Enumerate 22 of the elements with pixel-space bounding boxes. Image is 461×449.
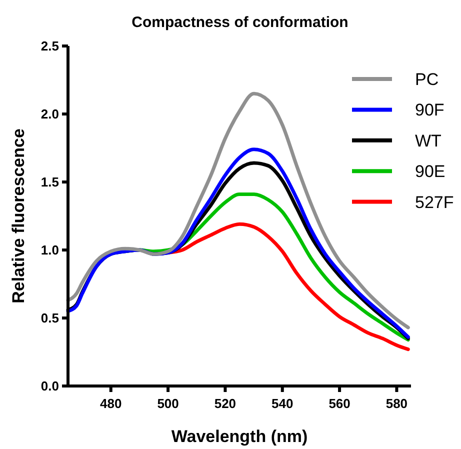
x-tick-label: 580 <box>386 396 408 411</box>
line-series <box>166 222 410 352</box>
legend-label: 527F <box>415 192 454 212</box>
legend-label: 90F <box>415 100 444 120</box>
x-tick-label: 540 <box>272 396 294 411</box>
legend-label: 90E <box>415 162 446 182</box>
y-axis-title: Relative fluorescence <box>9 128 28 304</box>
chart-title: Compactness of conformation <box>132 14 348 31</box>
x-tick-label: 500 <box>157 396 179 411</box>
y-tick-label: 0.0 <box>40 378 59 394</box>
y-tick-label: 1.5 <box>40 174 59 190</box>
y-tick-label: 0.5 <box>40 310 59 326</box>
y-tick-label: 2.5 <box>40 38 59 54</box>
line-series <box>66 92 410 330</box>
y-tick-label: 1.0 <box>40 242 59 258</box>
x-tick-label: 480 <box>100 396 122 411</box>
x-tick-label: 560 <box>328 396 350 411</box>
x-axis-title: Wavelength (nm) <box>171 427 308 446</box>
legend-label: PC <box>415 70 439 89</box>
legend-label: WT <box>415 131 442 150</box>
x-tick-label: 520 <box>214 396 236 411</box>
y-tick-label: 2.0 <box>40 106 59 122</box>
